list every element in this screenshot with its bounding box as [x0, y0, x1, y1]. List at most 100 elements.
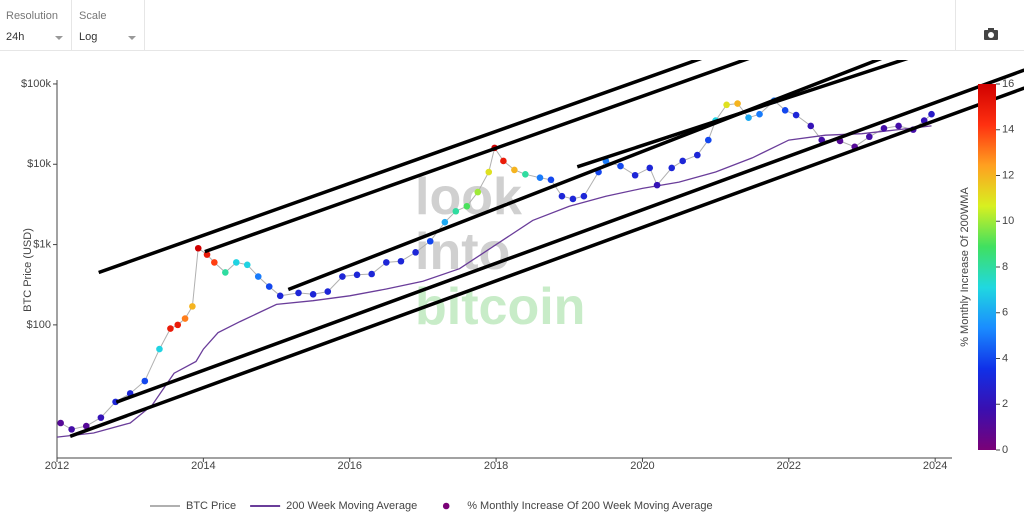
label: Resolution [6, 10, 58, 22]
x-tick-label: 2022 [777, 460, 801, 472]
legend-label: % Monthly Increase Of 200 Week Moving Av… [467, 500, 712, 512]
dot [181, 315, 189, 322]
dot [631, 171, 639, 179]
dot [397, 257, 405, 265]
watermark-word: bitcoin [415, 278, 585, 336]
trend-line [576, 60, 909, 169]
legend-marker [442, 502, 450, 510]
dot [781, 106, 789, 114]
trend-line [69, 86, 1024, 438]
dot [522, 170, 529, 178]
caret [55, 36, 63, 40]
dot [866, 133, 873, 141]
dot [324, 288, 332, 295]
dot [174, 321, 182, 329]
dot [452, 207, 460, 215]
dot [500, 157, 507, 165]
watermark-word: look [415, 168, 522, 226]
trend-line [204, 60, 750, 254]
x-tick-label: 2024 [923, 460, 947, 472]
dot [485, 168, 493, 176]
dot [68, 426, 75, 433]
trend-line [115, 68, 1024, 404]
dot [895, 122, 902, 130]
dot [734, 100, 741, 107]
dot [745, 114, 752, 121]
toolbar-border [0, 50, 1024, 51]
colorbar-tick-label: 12 [1002, 169, 1014, 181]
x-tick-label: 2012 [45, 460, 69, 472]
dot [222, 269, 229, 276]
dot [412, 249, 419, 256]
y-tick-label: $100 [27, 319, 51, 331]
dot [668, 164, 676, 172]
dot [880, 125, 888, 132]
label: Scale [79, 10, 107, 22]
trend-line [98, 60, 703, 275]
y-tick-label: $100k [21, 78, 51, 90]
dot [141, 377, 149, 385]
dot [792, 111, 800, 119]
dot [353, 271, 361, 279]
trend-line [287, 60, 883, 292]
dot [463, 202, 471, 210]
dot [82, 422, 90, 430]
colorbar-tick-label: 0 [1002, 444, 1008, 456]
dot [928, 110, 935, 118]
dot [156, 345, 163, 353]
dot [511, 166, 518, 174]
colorbar-tick-label: 6 [1002, 307, 1008, 319]
dot [569, 195, 577, 203]
dot [232, 259, 240, 266]
dot [243, 261, 251, 269]
camera-button[interactable] [984, 28, 998, 40]
colorbar-tick-label: 14 [1002, 124, 1014, 136]
colorbar-tick-label: 4 [1002, 352, 1008, 364]
legend-label: 200 Week Moving Average [286, 500, 417, 512]
x-tick-label: 2018 [484, 460, 508, 472]
colorbar-tick-label: 8 [1002, 261, 1008, 273]
dot [617, 162, 624, 170]
scale-select[interactable]: Scale Log [73, 0, 145, 50]
colorbar [978, 84, 996, 450]
dot [309, 291, 317, 298]
dot [194, 244, 202, 252]
dot [57, 419, 64, 427]
dot [547, 176, 555, 184]
dot [339, 273, 346, 280]
dot [756, 110, 763, 118]
value: Log [79, 31, 98, 43]
caret [128, 36, 136, 40]
y-axis-title: BTC Price (USD) [22, 228, 34, 312]
resolution-select[interactable]: Resolution 24h [0, 0, 72, 50]
dot [368, 270, 375, 278]
colorbar-tick-label: 16 [1002, 78, 1014, 90]
dot [276, 292, 284, 300]
dot [189, 303, 196, 310]
value: 24h [6, 31, 25, 43]
dot [474, 188, 482, 196]
x-tick-label: 2020 [630, 460, 654, 472]
colorbar-tick-label: 10 [1002, 215, 1014, 227]
dot [383, 259, 390, 266]
dot [254, 273, 262, 280]
dot [211, 259, 218, 266]
watermark-word: into [415, 223, 510, 281]
y-tick-label: $10k [27, 158, 51, 170]
y-tick-label: $1k [33, 238, 51, 250]
legend-label: BTC Price [186, 500, 236, 512]
dot [580, 192, 588, 200]
dot [807, 122, 815, 130]
dot [426, 237, 434, 245]
dot [441, 218, 449, 226]
dot [694, 151, 701, 159]
dot [705, 136, 712, 144]
dot [97, 414, 105, 421]
wma-line [56, 125, 932, 438]
watermark: look into bitcoin [415, 168, 585, 336]
dot [265, 283, 273, 290]
dot [536, 174, 544, 182]
dot [723, 101, 730, 109]
